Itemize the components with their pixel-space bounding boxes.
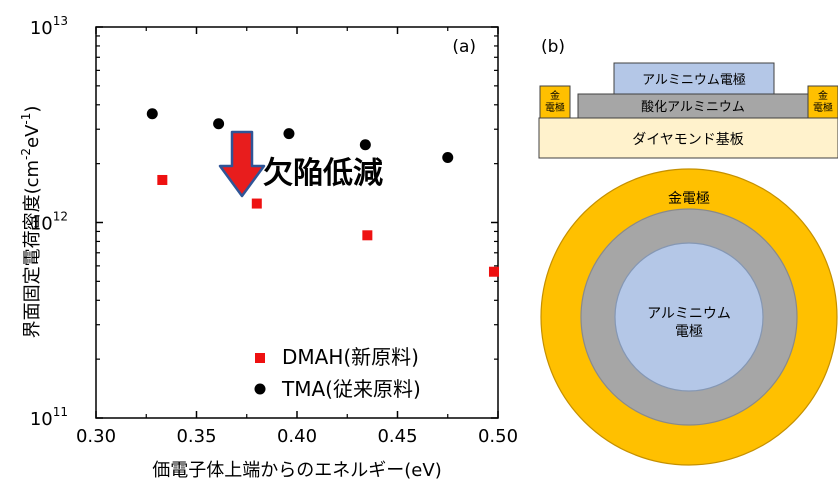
panel-label-a: (a) [452, 37, 476, 57]
x-tick-label: 0.40 [277, 426, 317, 447]
inner-aluminum-disk [614, 242, 764, 392]
y-axis-title: 界面固定電荷密度(cm-2eV-1) [19, 106, 43, 339]
outer-gold-label: 金電極 [668, 191, 710, 207]
data-point-dmah [157, 174, 168, 185]
top-aluminum-electrode [613, 62, 775, 95]
data-point-tma [283, 128, 295, 140]
left-gold-label: 金電極 [545, 89, 565, 114]
data-point-tma [146, 108, 158, 120]
x-tick-label: 0.35 [176, 426, 216, 447]
data-point-tma [213, 118, 225, 130]
diagram-panel: (b) ダイヤモンド基板 酸化アルミニウム アルミニウム電極 金電極 金電極 金… [538, 37, 838, 466]
y-tick-label: 1012 [30, 210, 68, 235]
legend-marker-tma [254, 383, 266, 395]
data-point-tma [442, 152, 454, 164]
legend-marker-dmah [255, 353, 265, 363]
data-point-dmah [362, 230, 373, 241]
right-gold-label: 金電極 [813, 89, 833, 114]
data-marks [146, 108, 499, 277]
y-axis-ticks: 1011 1012 1013 [30, 14, 498, 430]
annotation-defect-reduction: 欠陥低減 [263, 156, 383, 191]
y-tick-label: 1013 [30, 14, 68, 39]
x-axis-ticks: 0.30 0.35 0.40 0.45 0.50 [76, 27, 518, 447]
inner-aluminum-label: アルミニウム電極 [647, 306, 731, 340]
panel-label-b: (b) [541, 37, 565, 57]
top-electrode-label: アルミニウム電極 [642, 72, 746, 88]
oxide-label: 酸化アルミニウム [641, 100, 745, 115]
down-arrow-icon [218, 130, 266, 198]
legend-label-dmah: DMAH(新原料) [282, 345, 419, 369]
x-tick-label: 0.30 [76, 426, 116, 447]
y-tick-label: 1011 [30, 405, 68, 430]
x-tick-label: 0.50 [478, 426, 518, 447]
data-point-dmah [251, 198, 262, 209]
data-point-dmah [488, 266, 499, 277]
data-point-tma [359, 139, 371, 151]
x-tick-label: 0.45 [377, 426, 417, 447]
right-gold-electrode [807, 85, 838, 119]
left-gold-electrode [539, 85, 571, 119]
legend-label-tma: TMA(従来原料) [281, 377, 421, 401]
x-axis-title: 価電子体上端からのエネルギー(eV) [152, 460, 441, 481]
chart-panel: 0.30 0.35 0.40 0.45 0.50 1011 1012 1013 (a) 欠陥… [19, 14, 518, 481]
substrate-label: ダイヤモンド基板 [632, 131, 744, 148]
